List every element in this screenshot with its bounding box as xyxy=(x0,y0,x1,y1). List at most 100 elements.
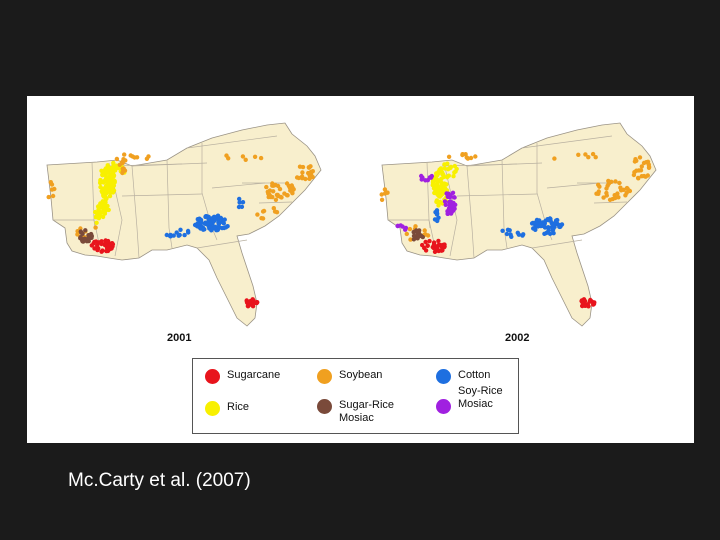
map-2001-point-soybean xyxy=(75,229,80,234)
map-2002-point-cotton xyxy=(516,232,522,237)
map-2001-point-soybean xyxy=(279,195,284,200)
map-2002-point-soybean xyxy=(613,179,618,184)
map-2001-point-rice xyxy=(96,210,101,215)
map-2002-point-soybean xyxy=(407,226,413,232)
map-2002-point-cotton xyxy=(531,226,536,231)
map-2002-point-soybean xyxy=(379,192,384,197)
map-2001-point-soybean xyxy=(300,170,305,175)
map-2002-point-soybean xyxy=(615,191,620,196)
map-2002-point-sugar-rice xyxy=(411,237,417,242)
state-border xyxy=(91,161,95,221)
map-2001-point-soybean xyxy=(49,187,55,192)
legend-label-sugarcane: Sugarcane xyxy=(227,369,281,381)
map-2001-point-cotton xyxy=(209,228,214,233)
map-2002-point-rice xyxy=(440,189,445,194)
map-2001-point-sugarcane xyxy=(96,240,101,245)
map-2002-point-soybean xyxy=(425,233,431,238)
map-2002-point-cotton xyxy=(434,208,440,213)
map-2002-point-cotton xyxy=(507,228,512,233)
map-2002-point-rice xyxy=(444,182,449,187)
map-2002-point-soybean xyxy=(596,189,601,194)
state-border xyxy=(131,165,140,259)
map-2001-point-rice xyxy=(104,166,110,171)
map-2002-point-soybean xyxy=(627,188,633,194)
map-2001-point-rice xyxy=(99,168,104,173)
map-2001-point-soybean xyxy=(306,170,311,176)
state-border xyxy=(521,135,613,149)
map-2001-point-soybean xyxy=(49,182,55,187)
map-2002-point-sugarcane xyxy=(427,238,432,244)
map-2001-point-cotton xyxy=(206,214,211,220)
map-2002-point-sugarcane xyxy=(423,239,428,245)
map-2001-point-soybean xyxy=(258,155,264,161)
map-2002-point-sugarcane xyxy=(591,302,596,307)
state-border xyxy=(593,201,628,204)
map-2001-point-rice xyxy=(104,186,109,192)
map-2002-point-soy-rice xyxy=(403,227,408,232)
map-2002-point-soybean xyxy=(464,155,469,160)
map-2001-point-cotton xyxy=(237,196,242,202)
map-2001-point-rice xyxy=(112,180,117,185)
map-2001-point-cotton xyxy=(240,200,246,205)
map-2001-point-soybean xyxy=(270,183,275,188)
map-2001-point-soybean xyxy=(75,232,80,237)
map-2001-point-rice xyxy=(111,162,116,167)
map-2002-point-rice xyxy=(444,175,450,180)
map-2001-point-rice xyxy=(96,216,102,221)
map-2002-point-soy-rice xyxy=(450,190,456,195)
map-2002-point-rice xyxy=(442,166,447,171)
map-2001-point-soybean xyxy=(259,216,264,221)
map-2002-point-rice xyxy=(440,172,445,177)
map-2002-point-soybean xyxy=(576,152,581,157)
map-2002-point-soy-rice xyxy=(427,175,432,180)
map-2002-point-soybean xyxy=(637,155,643,160)
map-2002-point-soy-rice xyxy=(451,195,457,200)
map-2001-point-cotton xyxy=(212,224,217,229)
map-2002-point-rice xyxy=(442,162,447,167)
map-2001-point-cotton xyxy=(195,221,200,226)
map-2002-point-soybean xyxy=(641,160,647,166)
state-border xyxy=(501,159,508,249)
map-2001-point-soybean xyxy=(272,209,278,214)
map-2001-point-soybean xyxy=(46,194,51,200)
map-2001-point-rice xyxy=(111,188,117,193)
state-border xyxy=(466,162,543,167)
map-2001-point-soybean xyxy=(134,155,140,160)
legend-swatch-soybean xyxy=(317,369,332,384)
map-2001-point-rice xyxy=(110,171,115,176)
map-2002-point-soybean xyxy=(631,172,637,178)
map-2002-point-rice xyxy=(439,176,444,182)
map-2002-point-sugarcane xyxy=(425,243,430,248)
map-2002-point-soybean xyxy=(590,151,596,157)
map-2001-point-cotton xyxy=(221,221,226,226)
map-2002-point-soybean xyxy=(552,156,557,161)
map-2001-point-soybean xyxy=(286,183,292,189)
map-2001-point-soybean xyxy=(144,156,150,161)
map-2001-point-soybean xyxy=(273,197,279,202)
state-border xyxy=(121,193,203,197)
year-label-2001: 2001 xyxy=(167,332,192,344)
map-2001-point-cotton xyxy=(237,200,242,205)
legend-swatch-rice xyxy=(205,401,220,416)
state-border xyxy=(546,182,601,189)
map-2001-point-soybean xyxy=(282,191,287,196)
map-2001-point-soybean xyxy=(255,212,260,217)
map-2001-point-rice xyxy=(100,179,105,184)
map-2002-point-soybean xyxy=(583,152,588,157)
map-2001-point-rice xyxy=(101,193,106,198)
map-2002-point-cotton xyxy=(500,228,505,233)
map-2002-point-soy-rice xyxy=(447,192,452,198)
map-2002-point-cotton xyxy=(544,230,549,236)
map-2002-point-soy-rice xyxy=(419,173,424,179)
map-2001-point-rice xyxy=(100,214,106,220)
map-2001-point-rice xyxy=(103,200,108,205)
map-2002-point-soybean xyxy=(382,187,388,192)
map-2002-point-soybean xyxy=(593,155,598,160)
map-2002-point-soybean xyxy=(634,158,639,163)
map-2002-point-soybean xyxy=(446,154,452,159)
map-2002-point-sugar-rice xyxy=(411,233,417,239)
map-2001-point-sugar-rice xyxy=(87,235,92,241)
map-2001-point-soybean xyxy=(123,158,128,163)
map-2002-point-sugarcane xyxy=(441,242,446,248)
map-2001-point-soybean xyxy=(240,154,246,159)
